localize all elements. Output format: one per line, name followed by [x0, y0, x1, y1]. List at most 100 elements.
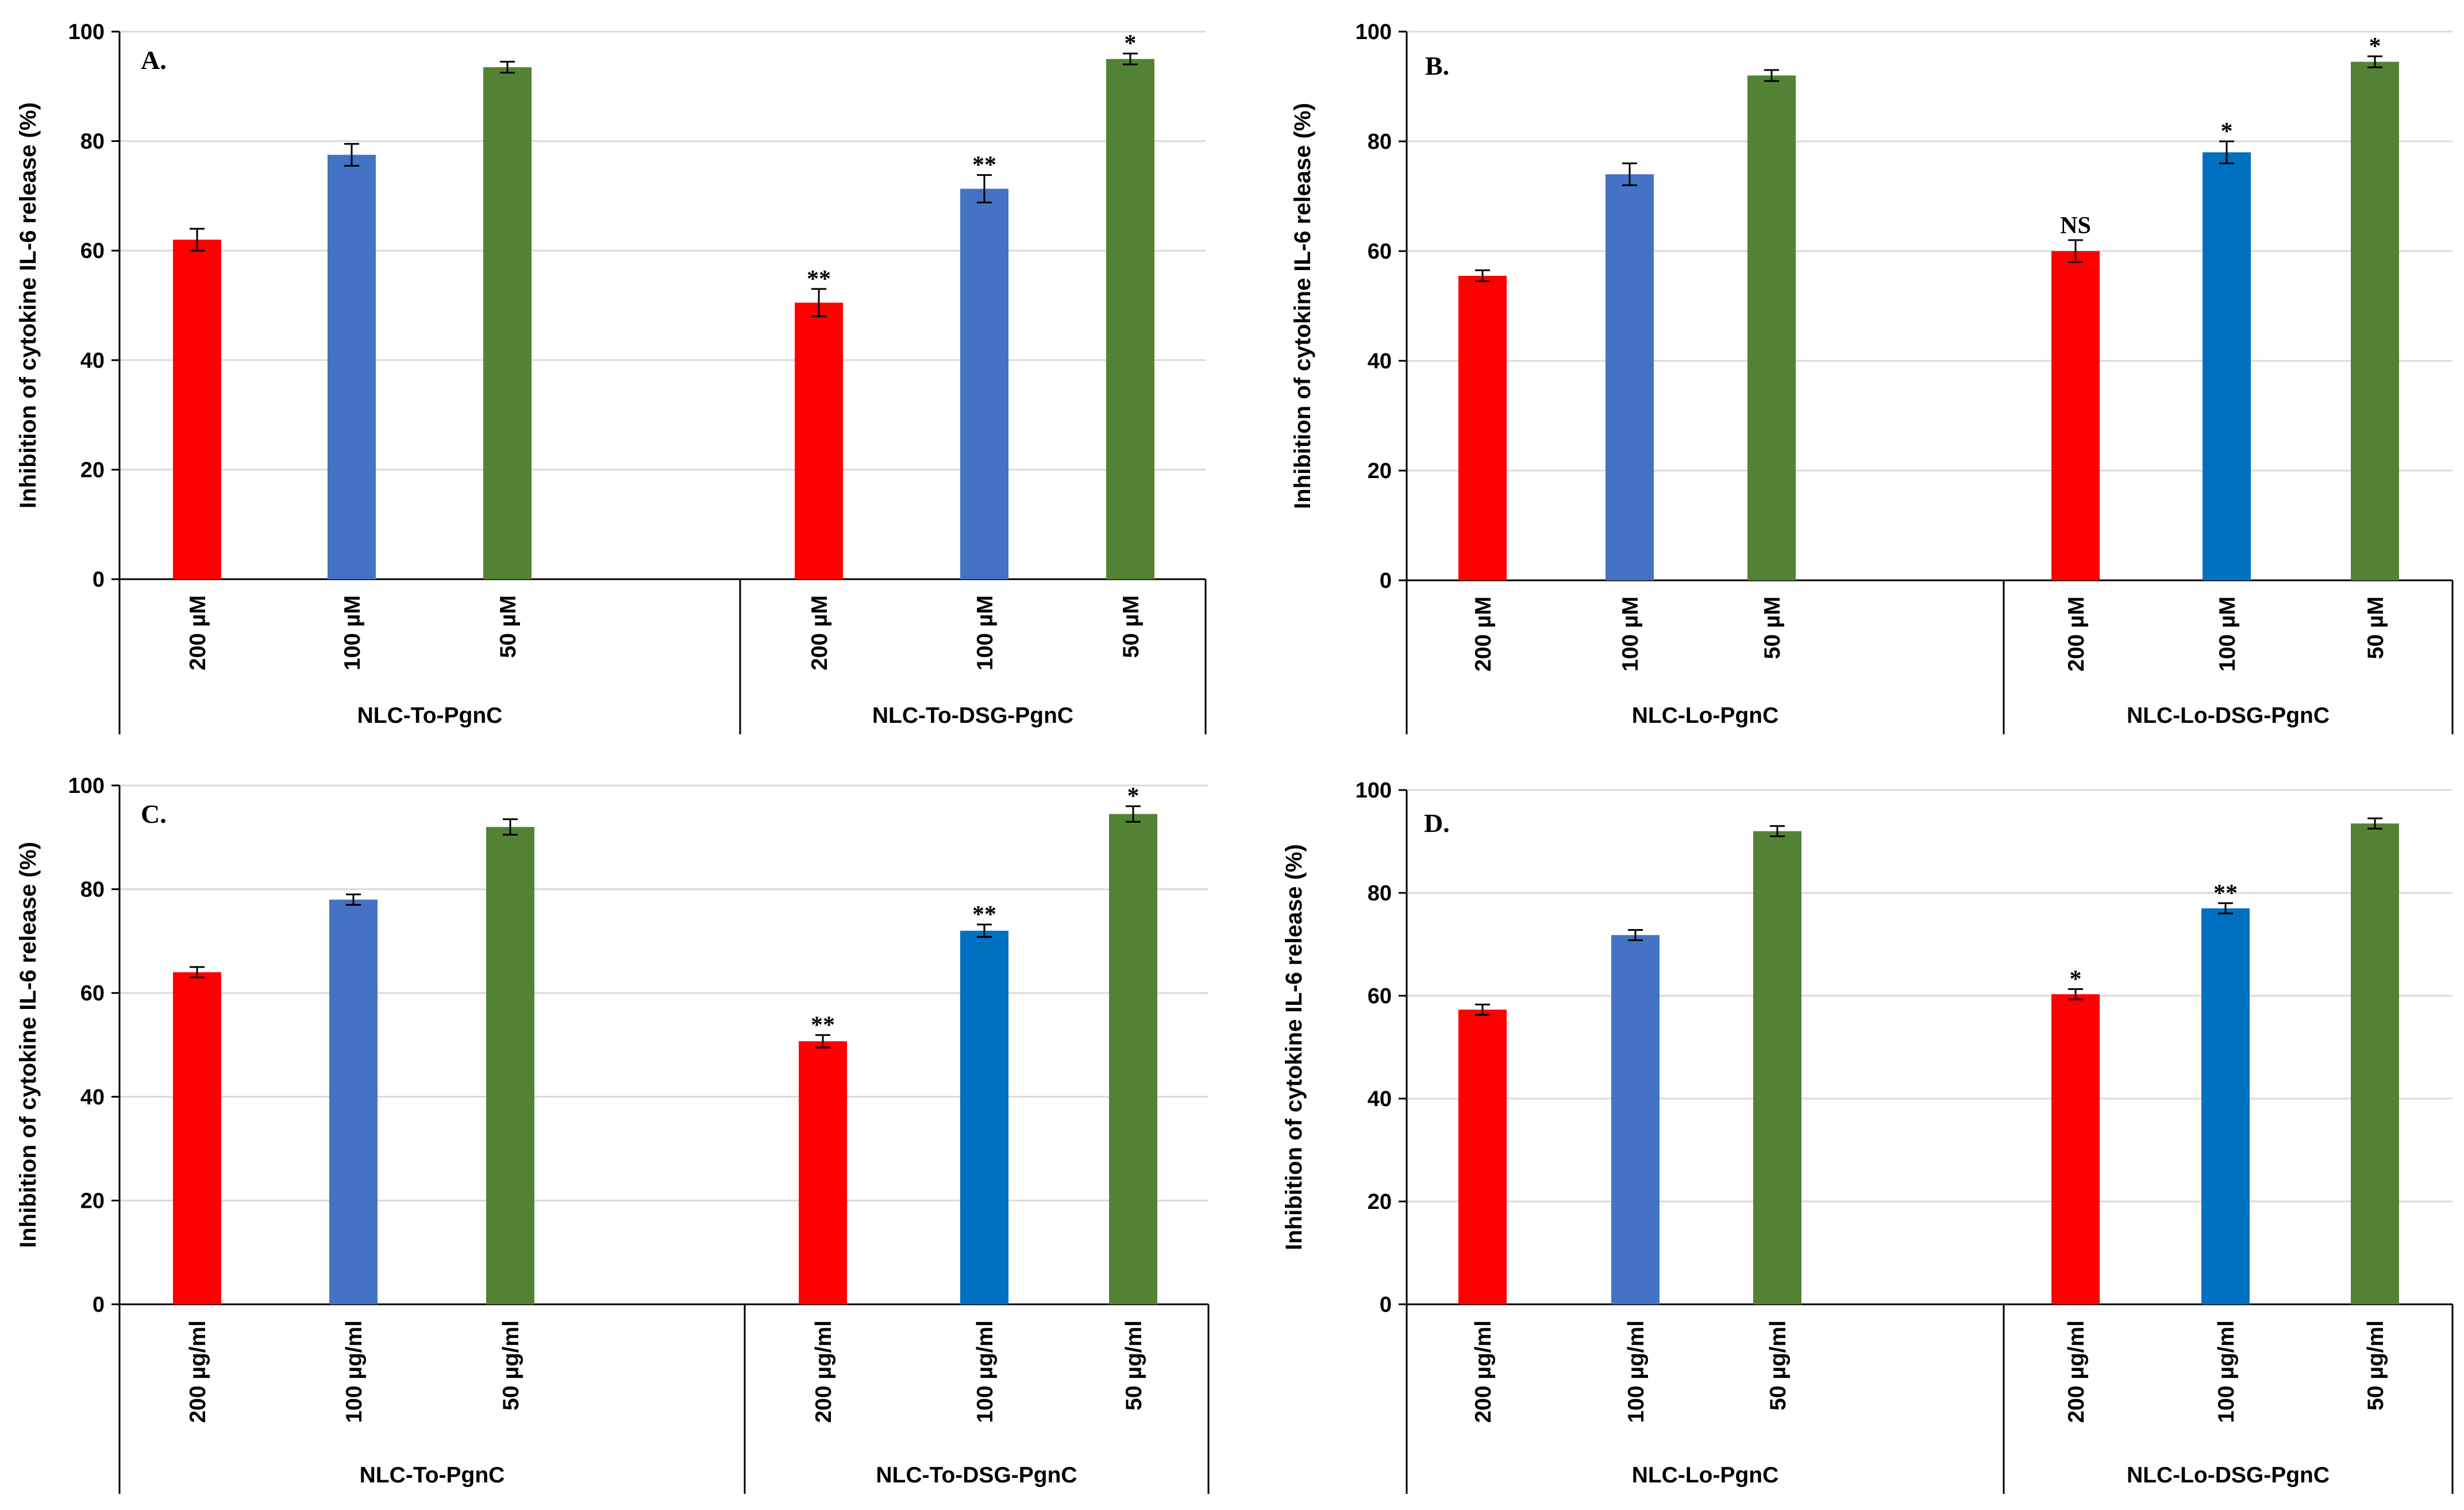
category-label: 50 µg/ml: [499, 1320, 523, 1411]
y-tick-label: 100: [68, 20, 105, 44]
category-label: 200 µg/ml: [186, 1320, 210, 1423]
category-label: 200 µg/ml: [1471, 1320, 1496, 1423]
category-label: 200 µM: [2064, 596, 2089, 672]
category-label: 100 µM: [340, 595, 365, 671]
significance-marker: **: [972, 902, 996, 928]
y-tick-label: 80: [80, 878, 105, 902]
bar: [2201, 908, 2250, 1304]
group-label: NLC-Lo-PgnC: [1632, 703, 1779, 728]
significance-marker: NS: [2060, 213, 2091, 239]
category-label: 50 µM: [1119, 595, 1144, 658]
y-tick-label: 40: [80, 1085, 105, 1110]
bar: [486, 827, 534, 1304]
significance-marker: *: [2070, 966, 2082, 992]
category-label: 200 µg/ml: [2064, 1320, 2089, 1423]
category-label: 200 µM: [186, 595, 210, 671]
category-label: 50 µg/ml: [1766, 1320, 1791, 1411]
significance-marker: *: [1125, 30, 1137, 57]
bar: [1106, 59, 1154, 579]
group-label: NLC-To-PgnC: [357, 703, 503, 728]
group-label: NLC-Lo-DSG-PgnC: [2127, 1463, 2330, 1488]
group-label: NLC-Lo-DSG-PgnC: [2127, 703, 2330, 728]
y-axis-title: Inhibition of cytokine IL-6 release (%): [1290, 103, 1315, 509]
chart-panel-b: 0 20 40 60 80 100 Inhibition of cytokine IL-6 …: [1290, 20, 2454, 734]
significance-marker: *: [1127, 783, 1139, 810]
bar: [960, 188, 1008, 579]
y-tick-label: 60: [80, 239, 105, 263]
category-label: 100 µg/ml: [342, 1320, 367, 1423]
panel-label: A.: [141, 45, 167, 75]
bar: [2351, 61, 2399, 580]
category-label: 50 µg/ml: [1122, 1320, 1146, 1411]
y-tick-label: 20: [1368, 1190, 1392, 1214]
category-label: 50 µM: [1760, 596, 1785, 659]
bar: [1606, 174, 1654, 580]
y-tick-label: 40: [80, 349, 105, 373]
bar: [483, 67, 532, 579]
group-label: NLC-To-DSG-PgnC: [872, 703, 1073, 728]
y-tick-label: 100: [1356, 20, 1392, 44]
y-tick-label: 0: [1380, 569, 1392, 593]
category-label: 100 µg/ml: [1624, 1320, 1649, 1423]
bar: [1458, 275, 1507, 581]
y-tick-label: 0: [93, 568, 105, 592]
y-tick-label: 100: [68, 774, 105, 798]
y-tick-label: 80: [1368, 881, 1392, 906]
bar: [1753, 831, 1801, 1304]
y-axis-title: Inhibition of cytokine IL-6 release (%): [16, 842, 41, 1248]
significance-marker: *: [2369, 33, 2381, 60]
bar: [173, 972, 221, 1304]
panel-label: B.: [1425, 51, 1449, 80]
significance-marker: *: [2221, 118, 2233, 145]
bar: [1611, 935, 1660, 1304]
bar: [2051, 251, 2100, 580]
bar: [960, 930, 1008, 1304]
chart-panel-a: 0 20 40 60 80 100 Inhibition of cytokine IL-6 …: [16, 20, 1207, 734]
bar: [329, 899, 378, 1304]
y-tick-label: 20: [1368, 459, 1392, 483]
y-tick-label: 0: [1380, 1293, 1392, 1317]
category-label: 100 µM: [2215, 596, 2240, 672]
category-label: 200 µM: [807, 595, 832, 671]
significance-marker: **: [807, 266, 831, 292]
y-axis-title: Inhibition of cytokine IL-6 release (%): [1281, 844, 1307, 1250]
category-label: 200 µg/ml: [811, 1320, 836, 1423]
group-label: NLC-To-PgnC: [360, 1463, 505, 1488]
chart-panel-d: 0 20 40 60 80 100 Inhibition of cytokine IL-6 …: [1281, 779, 2454, 1494]
category-label: 100 µg/ml: [2214, 1320, 2239, 1423]
y-tick-label: 20: [80, 458, 105, 482]
bar: [799, 1041, 847, 1304]
bar: [2351, 823, 2399, 1304]
significance-marker: **: [2213, 880, 2238, 907]
y-tick-label: 80: [1368, 130, 1392, 154]
bar: [2203, 152, 2251, 581]
y-tick-label: 60: [1368, 984, 1392, 1008]
y-tick-label: 40: [1368, 1087, 1392, 1111]
y-tick-label: 20: [80, 1189, 105, 1213]
bar: [2051, 994, 2100, 1304]
category-label: 50 µg/ml: [2363, 1320, 2388, 1411]
y-axis-title: Inhibition of cytokine IL-6 release (%): [16, 102, 41, 509]
y-tick-label: 60: [80, 981, 105, 1006]
category-label: 100 µM: [973, 595, 998, 671]
panel-label: D.: [1424, 808, 1450, 838]
bar: [1109, 814, 1157, 1304]
group-label: NLC-To-DSG-PgnC: [876, 1463, 1077, 1488]
category-label: 100 µM: [1618, 596, 1643, 672]
bar: [173, 240, 221, 579]
y-tick-label: 40: [1368, 349, 1392, 373]
bar: [795, 302, 843, 579]
bar: [1458, 1010, 1507, 1304]
y-tick-label: 60: [1368, 240, 1392, 264]
y-tick-label: 0: [93, 1293, 105, 1317]
category-label: 100 µg/ml: [973, 1320, 998, 1423]
bar: [1747, 75, 1796, 580]
panel-label: C.: [141, 799, 167, 829]
chart-panel-c: 0 20 40 60 80 100 Inhibition of cytokine IL-6 …: [16, 774, 1210, 1494]
significance-marker: **: [811, 1012, 835, 1038]
category-label: 200 µM: [1471, 596, 1496, 672]
y-tick-label: 80: [80, 130, 105, 154]
y-tick-label: 100: [1356, 779, 1392, 803]
significance-marker: **: [972, 152, 996, 179]
